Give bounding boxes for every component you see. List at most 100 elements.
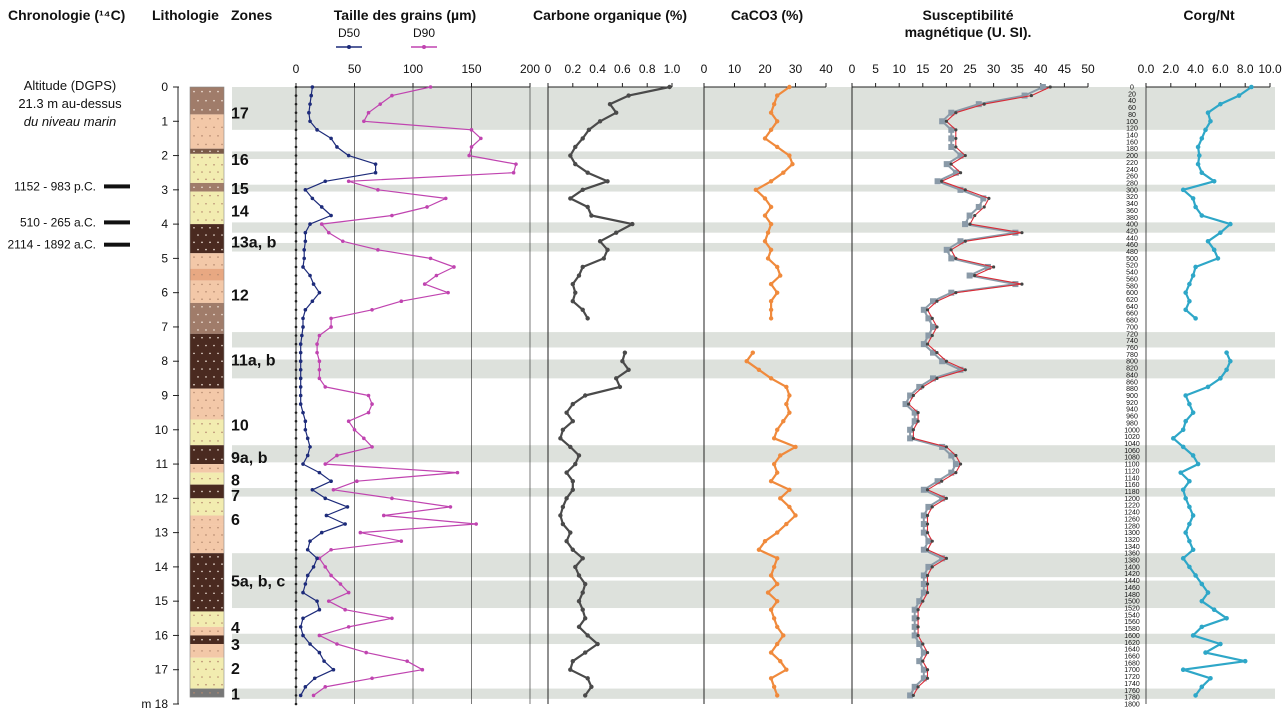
zone-label-9: 8 bbox=[231, 472, 240, 489]
grain-depth-dot-1625 bbox=[294, 642, 298, 646]
lithology-dot-25-0-0 bbox=[193, 650, 195, 652]
corg-nt-series-0-point-16 bbox=[1228, 221, 1233, 227]
susceptibility-series-1-point-57 bbox=[925, 573, 930, 578]
corg-nt-depth-label-75: 1500 bbox=[1124, 599, 1140, 606]
grain-series-1-point-49 bbox=[345, 505, 350, 509]
organic-carbon-series-0-point-38 bbox=[558, 436, 563, 441]
grain-series-0-point-56 bbox=[323, 565, 328, 569]
grain-series-0-point-0 bbox=[428, 85, 433, 89]
lithology-dot-17-0-0 bbox=[193, 490, 195, 493]
lithology-dot-14-1-0 bbox=[197, 458, 199, 461]
organic-carbon-series-0-point-20 bbox=[601, 256, 606, 261]
corg-nt-series-0-point-14 bbox=[1193, 204, 1198, 210]
corg-nt-series-0-point-23 bbox=[1187, 281, 1192, 287]
susceptibility-series-1-point-49 bbox=[930, 505, 934, 509]
caco3-series-0-point-16 bbox=[768, 221, 774, 227]
lithology-dot-24-0-1 bbox=[201, 638, 203, 641]
lithology-dot-5-3-2 bbox=[213, 219, 215, 221]
lithology-dot-15-0-1 bbox=[201, 467, 203, 470]
date-marker-0 bbox=[104, 184, 130, 189]
corg-nt-depth-label-86: 1720 bbox=[1124, 674, 1140, 681]
corg-nt-depth-label-8: 160 bbox=[1126, 139, 1138, 146]
corg-nt-series-0-point-6 bbox=[1199, 136, 1205, 141]
lithology-dot-9-2-3 bbox=[217, 298, 219, 301]
grain-depth-dot-1700 bbox=[294, 668, 298, 672]
lithology-layer-0 bbox=[190, 87, 224, 115]
corg-nt-depth-label-87: 1740 bbox=[1124, 681, 1140, 688]
organic-carbon-series-0-point-34 bbox=[570, 401, 575, 407]
corg-nt-series-0-point-7 bbox=[1195, 144, 1201, 150]
lithology-dot-6-2-1 bbox=[201, 241, 203, 244]
organic-carbon-series-0-point-33 bbox=[583, 393, 588, 398]
lithology-dot-21-1-2 bbox=[213, 563, 215, 565]
grain-series-1-point-46 bbox=[329, 479, 333, 483]
lithology-dot-23-0-0 bbox=[193, 630, 195, 632]
grain-series-1-point-12 bbox=[303, 188, 308, 192]
susceptibility-series-0-point-45 bbox=[948, 469, 955, 476]
grain-series-1-line-0 bbox=[300, 86, 377, 696]
lithology-dot-3-0-0 bbox=[193, 156, 195, 159]
corg-nt-xtick-label-1: 2.0 bbox=[1162, 62, 1179, 76]
zone-label-4: 13a, b bbox=[231, 234, 277, 251]
lithology-dot-11-6-3 bbox=[217, 383, 219, 386]
grain-series-1-point-53 bbox=[308, 539, 312, 543]
lithology-dot-16-0-3 bbox=[217, 477, 219, 480]
grain-depth-dot-750 bbox=[294, 342, 298, 346]
corg-nt-series-0-point-58 bbox=[1211, 607, 1217, 613]
lithology-dot-5-2-3 bbox=[217, 211, 219, 213]
lithology-dot-21-2-3 bbox=[217, 570, 219, 573]
grain-depth-dot-25 bbox=[294, 94, 298, 97]
lithology-dot-27-0-1 bbox=[201, 692, 203, 694]
grain-series-1-point-28 bbox=[301, 325, 305, 329]
corg-nt-depth-label-33: 660 bbox=[1126, 311, 1138, 318]
caco3-series-0-point-41 bbox=[771, 461, 777, 467]
lithology-dot-1-1-0 bbox=[197, 126, 199, 129]
lithology-dot-27-0-2 bbox=[209, 692, 211, 694]
lithology-dot-9-1-0 bbox=[197, 291, 199, 293]
date-label-0: 1152 - 983 p.C. bbox=[14, 179, 96, 193]
corg-nt-series-0-point-66 bbox=[1208, 675, 1213, 681]
lithology-dot-13-0-0 bbox=[193, 422, 195, 425]
grain-depth-dot-375 bbox=[294, 214, 298, 217]
corg-nt-xtick-label-5: 10.0 bbox=[1258, 62, 1282, 76]
lithology-frame bbox=[189, 86, 225, 698]
lithology-dot-7-0-2 bbox=[209, 256, 211, 258]
susceptibility-xtick-label-7: 35 bbox=[1011, 62, 1025, 76]
corg-nt-depth-label-22: 440 bbox=[1126, 235, 1138, 242]
lithology-dot-6-0-2 bbox=[209, 226, 211, 229]
corg-nt-depth-label-85: 1700 bbox=[1124, 667, 1140, 674]
lithology-dot-12-3-0 bbox=[197, 414, 199, 417]
grain-depth-dot-1125 bbox=[294, 471, 298, 474]
caco3-series-0-point-30 bbox=[756, 367, 762, 372]
corg-nt-depth-label-57: 1140 bbox=[1124, 475, 1139, 482]
corg-nt-series-0-point-37 bbox=[1180, 427, 1186, 433]
organic-carbon-series-0-point-7 bbox=[573, 144, 578, 150]
grain-depth-dot-950 bbox=[294, 411, 298, 414]
grain-series-1-point-14 bbox=[319, 205, 324, 209]
lithology-dot-22-0-0 bbox=[193, 614, 195, 617]
zone-label-0: 17 bbox=[231, 106, 249, 123]
lithology-dot-20-3-2 bbox=[213, 548, 215, 551]
lithology-dot-11-4-0 bbox=[193, 368, 195, 370]
lithology-dot-9-0-2 bbox=[209, 283, 211, 286]
caco3-series-0-point-35 bbox=[787, 410, 792, 415]
lithology-dot-5-3-1 bbox=[205, 219, 207, 221]
grain-depth-dot-1025 bbox=[294, 437, 298, 440]
lithology-dot-21-4-1 bbox=[201, 585, 203, 587]
lithology-dot-9-0-3 bbox=[217, 283, 219, 286]
susceptibility-series-1-point-43 bbox=[954, 453, 958, 458]
grain-series-0-point-23 bbox=[422, 282, 427, 286]
corg-nt-depth-label-64: 1280 bbox=[1124, 523, 1140, 530]
zone-label-13: 4 bbox=[231, 620, 240, 637]
corg-nt-depth-label-5: 100 bbox=[1126, 119, 1138, 126]
grain-depth-dot-175 bbox=[294, 145, 298, 149]
corg-nt-xtick-label-4: 8.0 bbox=[1237, 62, 1254, 76]
lithology-dot-0-0-0 bbox=[193, 90, 195, 93]
susceptibility-series-1-point-48 bbox=[944, 496, 949, 500]
lithology-dot-10-3-1 bbox=[205, 329, 207, 331]
susceptibility-series-1-point-2 bbox=[982, 102, 986, 106]
corg-nt-depth-label-84: 1680 bbox=[1124, 660, 1140, 667]
lithology-dot-6-3-3 bbox=[221, 248, 223, 251]
lithology-dot-21-0-3 bbox=[217, 556, 219, 558]
susceptibility-series-0-point-36 bbox=[907, 392, 914, 399]
